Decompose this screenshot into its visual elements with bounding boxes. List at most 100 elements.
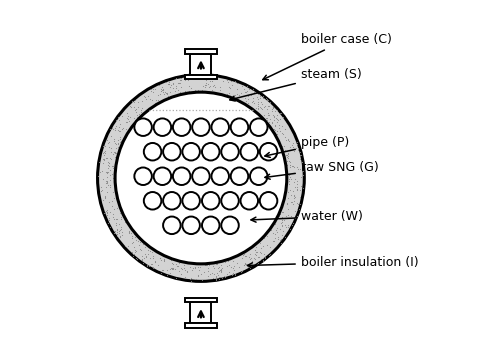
Point bbox=[284, 136, 292, 142]
Point bbox=[176, 77, 184, 83]
Point bbox=[109, 211, 117, 217]
Point bbox=[249, 98, 257, 104]
Circle shape bbox=[115, 92, 287, 264]
Point bbox=[270, 238, 278, 244]
Point bbox=[102, 180, 110, 186]
Point bbox=[105, 144, 113, 150]
Point bbox=[200, 269, 208, 274]
Point bbox=[146, 248, 154, 253]
Point bbox=[277, 220, 285, 226]
Point bbox=[291, 170, 299, 176]
Point bbox=[285, 158, 293, 164]
Point bbox=[285, 178, 293, 184]
Point bbox=[177, 265, 185, 271]
Point bbox=[110, 136, 118, 142]
Point bbox=[111, 125, 119, 131]
Circle shape bbox=[212, 167, 229, 185]
Point bbox=[252, 251, 260, 257]
Point bbox=[116, 227, 124, 232]
Point bbox=[117, 214, 125, 220]
Circle shape bbox=[202, 192, 220, 210]
Point bbox=[238, 255, 246, 261]
Point bbox=[118, 142, 126, 148]
Point bbox=[244, 96, 252, 102]
Point bbox=[266, 252, 274, 258]
Circle shape bbox=[212, 119, 229, 136]
Point bbox=[209, 263, 217, 269]
Point bbox=[104, 140, 112, 146]
Point bbox=[112, 141, 120, 146]
Point bbox=[212, 277, 220, 283]
Point bbox=[168, 261, 176, 267]
Point bbox=[112, 192, 120, 198]
Point bbox=[268, 120, 276, 126]
Point bbox=[191, 265, 199, 271]
Point bbox=[208, 79, 216, 84]
Point bbox=[264, 98, 272, 103]
Point bbox=[148, 86, 156, 91]
Point bbox=[293, 181, 301, 187]
Point bbox=[114, 145, 122, 150]
Circle shape bbox=[230, 119, 248, 136]
Point bbox=[103, 208, 111, 213]
Point bbox=[116, 135, 124, 140]
Point bbox=[181, 267, 189, 273]
Point bbox=[100, 156, 108, 162]
Point bbox=[284, 155, 292, 161]
Point bbox=[103, 209, 111, 215]
Point bbox=[104, 165, 112, 171]
Point bbox=[293, 178, 301, 184]
Point bbox=[106, 224, 114, 230]
Point bbox=[212, 261, 220, 267]
Point bbox=[206, 89, 214, 94]
Point bbox=[240, 262, 248, 268]
Point bbox=[284, 177, 292, 183]
Point bbox=[240, 95, 248, 101]
Point bbox=[100, 157, 108, 163]
Point bbox=[170, 88, 178, 94]
Point bbox=[194, 272, 202, 278]
Point bbox=[104, 220, 112, 225]
Point bbox=[166, 89, 174, 94]
Point bbox=[299, 172, 307, 178]
Point bbox=[110, 188, 118, 193]
Point bbox=[138, 260, 146, 266]
Point bbox=[185, 83, 193, 89]
Point bbox=[241, 253, 249, 259]
Point bbox=[110, 149, 118, 155]
Point bbox=[131, 97, 139, 103]
Point bbox=[122, 130, 130, 136]
Point bbox=[272, 124, 280, 129]
Point bbox=[268, 109, 276, 114]
Point bbox=[101, 150, 109, 156]
Point bbox=[160, 258, 168, 263]
Point bbox=[156, 258, 164, 263]
Point bbox=[104, 189, 112, 195]
Point bbox=[138, 241, 146, 247]
Point bbox=[142, 96, 150, 102]
Point bbox=[191, 264, 199, 270]
Circle shape bbox=[192, 167, 210, 185]
Point bbox=[296, 152, 304, 158]
Point bbox=[115, 124, 123, 130]
Point bbox=[244, 100, 252, 105]
Point bbox=[202, 76, 210, 82]
Point bbox=[258, 250, 266, 256]
Point bbox=[109, 163, 117, 168]
Point bbox=[253, 94, 261, 100]
Point bbox=[225, 262, 233, 268]
Point bbox=[283, 152, 291, 158]
Point bbox=[102, 155, 110, 161]
Point bbox=[157, 88, 165, 94]
Point bbox=[168, 260, 176, 266]
Point bbox=[228, 82, 236, 88]
Point bbox=[264, 111, 272, 116]
Point bbox=[220, 260, 228, 265]
Point bbox=[116, 210, 124, 216]
Point bbox=[212, 273, 220, 279]
Point bbox=[117, 216, 125, 221]
Point bbox=[241, 262, 249, 267]
Point bbox=[263, 117, 271, 123]
Point bbox=[276, 211, 283, 217]
Point bbox=[268, 119, 276, 125]
